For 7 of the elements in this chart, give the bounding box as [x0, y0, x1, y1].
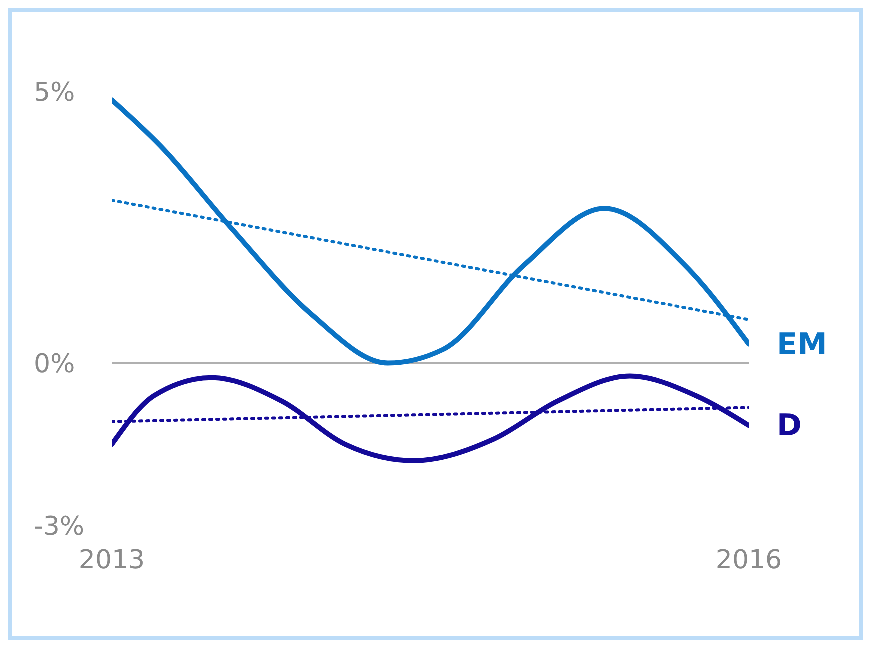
x-tick-label: 2013 [78, 545, 146, 576]
series-label: D [777, 408, 802, 444]
y-tick-label: -3% [34, 512, 85, 542]
x-tick-label: 2016 [716, 545, 782, 576]
series-label: EM [777, 327, 828, 362]
y-tick-label: 5% [34, 78, 76, 108]
y-tick-label: 0% [34, 349, 76, 380]
